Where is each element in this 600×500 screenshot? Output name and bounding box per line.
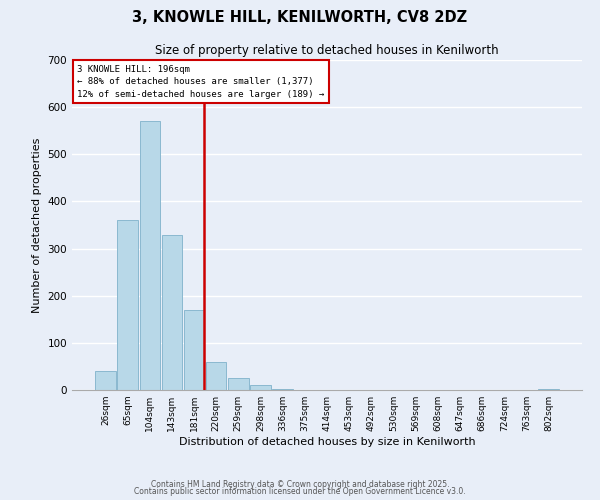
Text: Contains public sector information licensed under the Open Government Licence v3: Contains public sector information licen… bbox=[134, 488, 466, 496]
Bar bbox=[140, 122, 160, 390]
Bar bbox=[161, 236, 182, 390]
Title: Size of property relative to detached houses in Kenilworth: Size of property relative to detached ho… bbox=[155, 44, 499, 58]
Bar bbox=[250, 386, 271, 390]
Text: Contains HM Land Registry data © Crown copyright and database right 2025.: Contains HM Land Registry data © Crown c… bbox=[151, 480, 449, 489]
Y-axis label: Number of detached properties: Number of detached properties bbox=[32, 138, 42, 312]
Bar bbox=[95, 371, 116, 390]
Bar bbox=[118, 220, 138, 390]
Bar bbox=[228, 378, 248, 390]
Bar bbox=[206, 362, 226, 390]
Bar bbox=[272, 389, 293, 390]
Bar bbox=[538, 389, 559, 390]
Bar bbox=[184, 310, 204, 390]
Text: 3, KNOWLE HILL, KENILWORTH, CV8 2DZ: 3, KNOWLE HILL, KENILWORTH, CV8 2DZ bbox=[133, 10, 467, 25]
Text: 3 KNOWLE HILL: 196sqm
← 88% of detached houses are smaller (1,377)
12% of semi-d: 3 KNOWLE HILL: 196sqm ← 88% of detached … bbox=[77, 65, 325, 99]
X-axis label: Distribution of detached houses by size in Kenilworth: Distribution of detached houses by size … bbox=[179, 437, 475, 447]
